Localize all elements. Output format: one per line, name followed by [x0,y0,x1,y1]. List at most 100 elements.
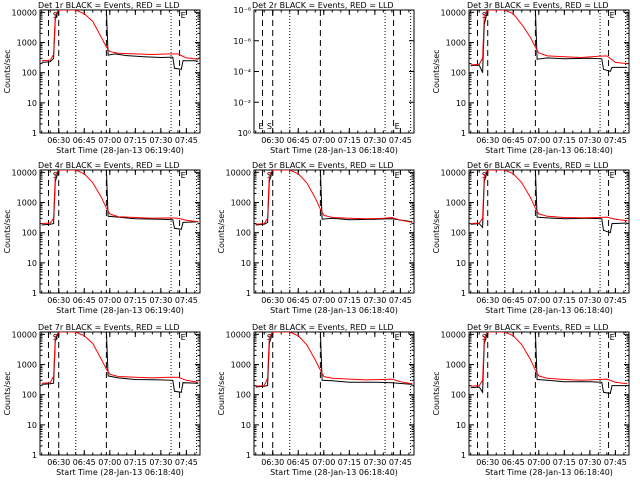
y-tick-label: 100 [22,391,37,400]
x-tick-label: 07:15 [124,136,147,145]
lld-series-line [470,332,628,387]
x-tick-label: 06:30 [47,296,70,305]
y-axis-label: Counts/sec [432,49,441,93]
x-tick-label: 06:45 [287,136,310,145]
x-tick-label: 07:00 [527,296,550,305]
plot-frame [468,9,630,134]
x-tick-label: 07:00 [98,458,121,467]
y-axis-label: Counts/sec [432,371,441,415]
panel-title: Det 6r BLACK = Events, RED = LLD [467,161,609,170]
y-tick-label: 10 [456,99,466,108]
x-axis-label: Start Time (28-Jan-13 06:18:40) [485,306,613,315]
events-series-line [41,10,199,70]
lld-series-line [41,10,199,62]
x-tick-label: 07:00 [312,296,335,305]
plot-frame [253,169,415,294]
x-tick-label: 07:30 [578,296,601,305]
y-tick-label: 10000 [12,168,37,177]
plot-frame [468,169,630,294]
y-tick-label: 1000 [446,199,466,208]
y-tick-label: 10⁻² [233,98,251,107]
x-tick-label: 07:45 [389,458,412,467]
x-tick-label: 07:00 [98,296,121,305]
marker-label: E [395,333,400,342]
x-tick-label: 07:45 [604,458,627,467]
events-series-line [41,332,199,393]
plot-frame [39,169,201,294]
y-tick-label: 10000 [12,8,37,17]
y-tick-label: 1000 [231,361,251,370]
y-tick-label: 10 [27,259,37,268]
y-axis-label: Counts/sec [3,209,12,253]
lld-series-line [41,332,199,384]
x-tick-label: 06:45 [73,296,96,305]
y-tick-label: 1000 [446,361,466,370]
x-tick-label: 07:30 [149,296,172,305]
x-axis-label: Start Time (28-Jan-13 06:19:40) [56,306,184,315]
x-axis-label: Start Time (28-Jan-13 06:18:40) [270,146,398,155]
marker-label: E [395,171,400,180]
y-tick-label: 1 [461,289,466,298]
lld-series-line [470,10,628,66]
y-tick-label: 1 [32,451,37,460]
marker-label: E [610,333,615,342]
x-tick-label: 06:30 [261,296,284,305]
plot-frame [39,331,201,456]
x-tick-label: 06:30 [47,136,70,145]
x-tick-label: 07:30 [363,136,386,145]
x-tick-label: 06:45 [287,296,310,305]
y-tick-label: 10⁰ [238,129,251,138]
y-tick-label: 10000 [12,330,37,339]
y-tick-label: 10⁻⁶ [233,37,251,46]
y-axis-label: Counts/sec [217,371,226,415]
x-tick-label: 07:00 [312,458,335,467]
x-tick-label: 06:30 [261,458,284,467]
x-tick-label: 06:45 [502,458,525,467]
x-tick-label: 06:45 [502,296,525,305]
x-tick-label: 06:30 [476,458,499,467]
y-axis-label: Counts/sec [3,49,12,93]
marker-label: E [181,11,186,20]
lld-series-line [255,170,413,225]
y-tick-label: 10 [241,421,251,430]
x-tick-label: 07:45 [175,136,198,145]
marker-label: S [267,122,272,131]
y-tick-label: 10 [27,99,37,108]
y-tick-label: 1 [32,289,37,298]
y-tick-label: 10 [456,421,466,430]
x-tick-label: 07:00 [527,458,550,467]
x-tick-label: 07:30 [578,136,601,145]
y-tick-label: 1000 [17,199,37,208]
marker-label: E [181,333,186,342]
marker-label: E [610,11,615,20]
panel-title: Det 5r BLACK = Events, RED = LLD [252,161,394,170]
x-tick-label: 07:00 [98,136,121,145]
x-tick-label: 07:15 [553,458,576,467]
marker-label: E [395,122,400,131]
x-tick-label: 07:00 [527,136,550,145]
marker-label: E [610,171,615,180]
x-tick-label: 07:45 [175,458,198,467]
x-tick-label: 07:15 [124,296,147,305]
y-tick-label: 10000 [441,168,466,177]
x-tick-label: 07:45 [175,296,198,305]
panel-title: Det 8r BLACK = Events, RED = LLD [252,323,394,332]
y-tick-label: 100 [236,229,251,238]
x-axis-label: Start Time (28-Jan-13 06:19:40) [56,146,184,155]
x-tick-label: 06:30 [476,136,499,145]
y-tick-label: 1000 [446,39,466,48]
y-axis-label: Counts/sec [3,371,12,415]
panel-title: Det 2r BLACK = Events, RED = LLD [252,1,394,10]
y-tick-label: 10 [456,259,466,268]
x-tick-label: 07:15 [338,136,361,145]
x-axis-label: Start Time (28-Jan-13 06:18:40) [56,468,184,477]
x-tick-label: 07:15 [338,458,361,467]
x-tick-label: 07:30 [149,458,172,467]
plot-frame [39,9,201,134]
